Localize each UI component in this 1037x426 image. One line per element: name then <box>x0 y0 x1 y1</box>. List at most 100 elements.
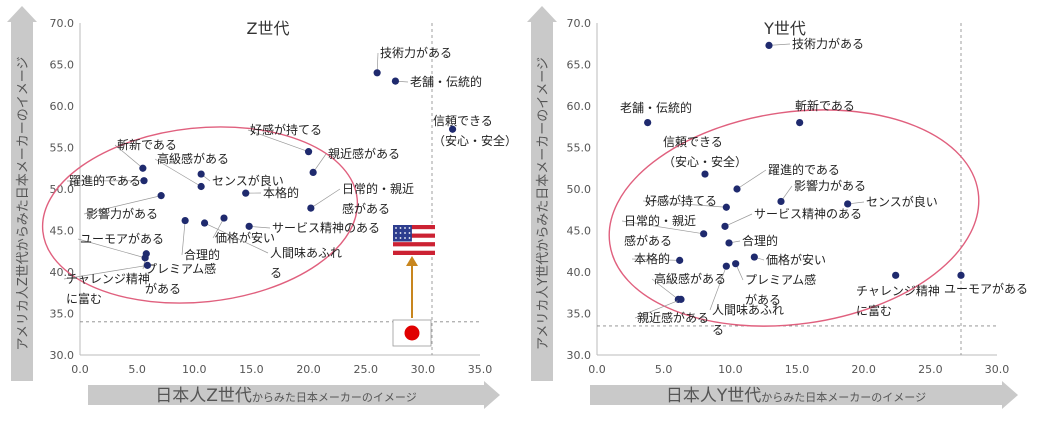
data-point <box>143 261 152 269</box>
x-tick-label: 10.0 <box>718 363 743 376</box>
x-tick-label: 10.0 <box>182 363 207 376</box>
data-point <box>677 295 685 303</box>
data-point <box>722 203 730 211</box>
flag-star <box>408 227 411 229</box>
data-label: 影響力がある <box>794 178 866 193</box>
flag-canton <box>393 225 412 242</box>
x-tick-label: 15.0 <box>785 363 810 376</box>
data-label: 親近感がある <box>637 310 709 325</box>
data-label: 信頼できる <box>433 114 493 128</box>
data-label: 高級感がある <box>157 151 229 166</box>
data-label: 合理的 <box>184 247 220 262</box>
label-leader-line <box>642 200 727 208</box>
data-point <box>844 200 852 208</box>
flag-field <box>392 319 432 347</box>
flag-disc <box>404 325 420 341</box>
data-label: （安心・安全） <box>663 154 747 169</box>
data-label: がある <box>745 292 781 307</box>
cluster-ellipse <box>41 126 359 304</box>
x-axis-arrow <box>590 381 1018 409</box>
y-tick-label: 65.0 <box>567 59 592 72</box>
y-tick-label: 30.0 <box>567 349 592 362</box>
data-point <box>796 119 804 127</box>
x-axis-label: 日本人Z世代からみた日本メーカーのイメージ <box>155 386 416 406</box>
data-label: サービス精神のある <box>272 221 380 235</box>
data-label: 日常的・親近 <box>624 213 696 228</box>
data-point <box>750 253 758 261</box>
data-point <box>181 216 189 225</box>
x-tick-label: 15.0 <box>239 363 264 376</box>
y-tick-label: 65.0 <box>50 59 75 72</box>
x-tick-label: 25.0 <box>918 363 943 376</box>
data-point <box>157 192 165 200</box>
data-point <box>765 41 773 50</box>
data-point <box>721 222 729 230</box>
flag-star <box>399 227 402 229</box>
data-label: チャレンジ精神 <box>66 272 150 286</box>
label-leader-line <box>621 220 704 235</box>
y-tick-label: 40.0 <box>567 266 592 279</box>
y-tick-label: 50.0 <box>50 183 75 196</box>
label-leader-line <box>204 222 269 254</box>
x-axis-arrow <box>88 381 500 409</box>
data-label: 人間味あふれ <box>270 246 342 260</box>
data-point <box>700 230 708 238</box>
data-point <box>242 189 250 197</box>
data-label: 好感が持てる <box>645 193 717 208</box>
flag-stripe <box>393 242 435 247</box>
y-axis-label: アメリカ人Z世代からみた日本メーカーのイメージ <box>16 57 31 351</box>
data-point <box>304 148 313 156</box>
y-tick-label: 30.0 <box>50 349 75 362</box>
label-leader-line <box>634 299 682 319</box>
flag-star <box>395 227 397 229</box>
y-axis-arrow <box>527 6 557 381</box>
data-label: 本格的 <box>263 185 299 200</box>
flag-star <box>404 237 406 239</box>
data-label: 人間味あふれ <box>712 303 784 317</box>
data-label: 斬新である <box>795 98 855 113</box>
label-leader-line <box>631 258 680 261</box>
flag-star <box>395 232 397 234</box>
data-label: 信頼できる <box>663 135 723 149</box>
data-label: 躍進的である <box>768 162 840 177</box>
data-label: 合理的 <box>742 233 778 248</box>
label-leader-line <box>63 265 148 280</box>
data-point <box>448 125 457 133</box>
data-point <box>220 214 228 222</box>
y-tick-label: 50.0 <box>567 183 592 196</box>
label-leader-line <box>736 169 767 190</box>
data-label: 好感が持てる <box>250 122 322 137</box>
data-point <box>307 204 315 212</box>
flag-star <box>399 232 402 234</box>
flag-stripe <box>393 237 435 243</box>
x-tick-label: 30.0 <box>411 363 436 376</box>
data-label: 価格が安い <box>215 230 275 245</box>
flag-stripe <box>393 229 435 234</box>
data-point <box>140 177 148 185</box>
data-label: がある <box>145 281 181 296</box>
label-leader-line <box>212 217 225 239</box>
label-leader-line <box>312 153 327 173</box>
x-tick-label: 25.0 <box>353 363 378 376</box>
y-tick-label: 60.0 <box>567 100 592 113</box>
cluster-ellipse <box>608 109 980 327</box>
data-label: 老舗・伝統的 <box>620 100 692 115</box>
flag-star <box>399 237 402 239</box>
data-point <box>892 271 900 279</box>
x-tick-label: 0.0 <box>588 363 606 376</box>
y-tick-label: 70.0 <box>567 17 592 30</box>
label-leader-line <box>77 238 146 259</box>
data-point <box>197 182 205 191</box>
data-point <box>733 185 741 193</box>
data-point <box>732 260 740 268</box>
data-label: チャレンジ精神 <box>856 284 940 298</box>
data-point <box>197 170 205 178</box>
data-label: 感がある <box>624 233 672 248</box>
label-leader-line <box>181 220 186 256</box>
y-tick-label: 45.0 <box>567 225 592 238</box>
flag-star <box>404 232 406 234</box>
usa-flag-icon <box>393 225 435 255</box>
data-point <box>722 262 730 270</box>
data-label: る <box>712 323 724 337</box>
